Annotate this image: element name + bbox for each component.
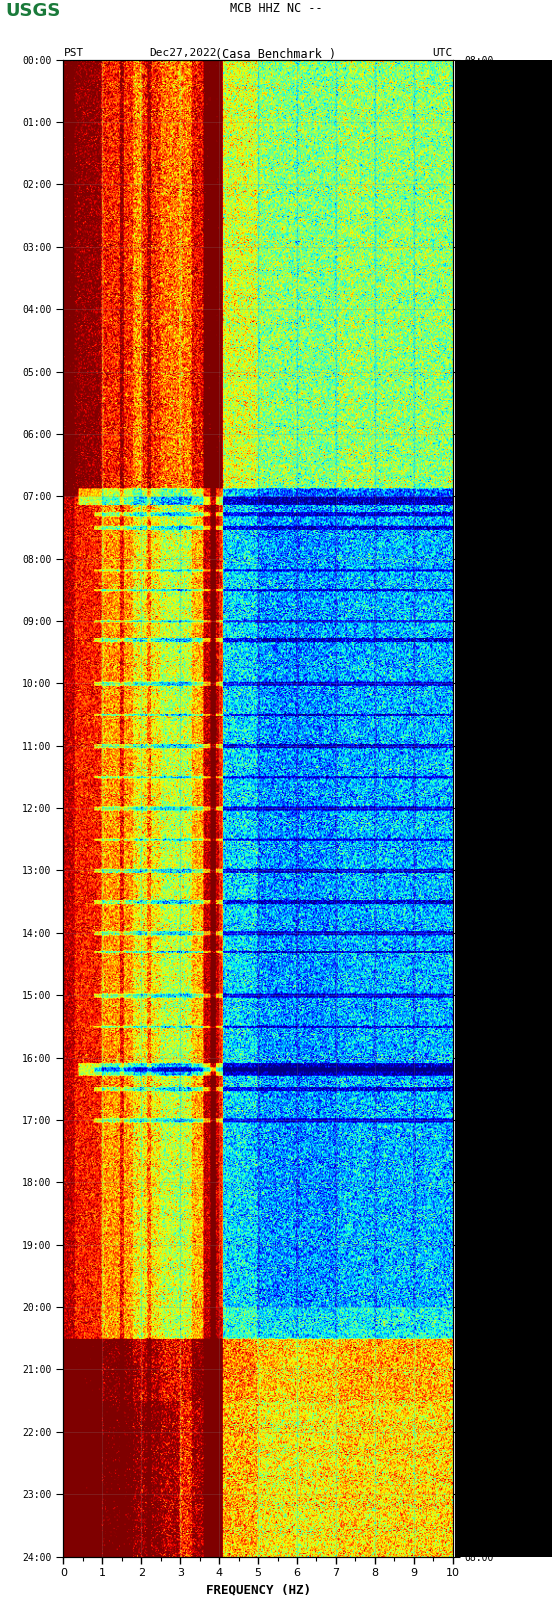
Text: PST: PST (63, 48, 84, 58)
Text: Dec27,2022: Dec27,2022 (149, 48, 216, 58)
Text: USGS: USGS (6, 3, 61, 21)
Text: UTC: UTC (432, 48, 453, 58)
X-axis label: FREQUENCY (HZ): FREQUENCY (HZ) (205, 1584, 311, 1597)
Text: MCB HHZ NC --: MCB HHZ NC -- (230, 3, 322, 16)
Text: (Casa Benchmark ): (Casa Benchmark ) (215, 48, 337, 61)
